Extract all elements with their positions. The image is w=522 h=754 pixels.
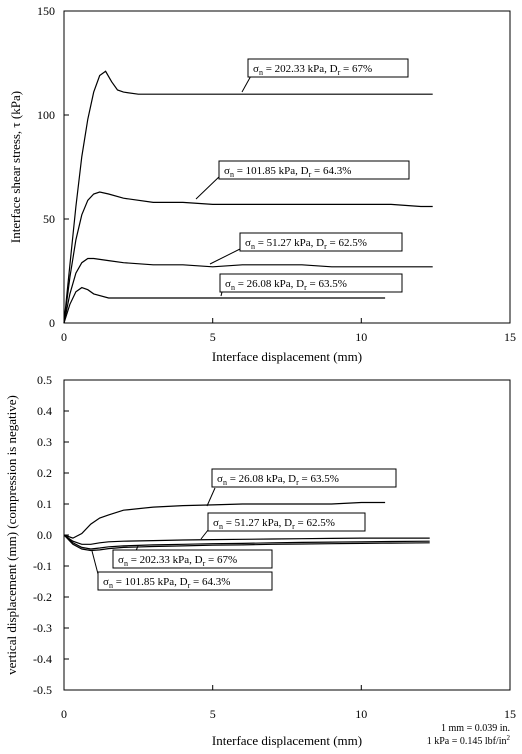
series-annotation-26-08: σn = 26.08 kPa, Dr = 63.5% xyxy=(219,273,403,297)
y-tick-label: 0.4 xyxy=(37,404,52,418)
series-line-sigma-202-33 xyxy=(63,70,433,324)
annotation-label: σn = 202.33 kPa, Dr = 67% xyxy=(118,554,237,568)
series-annotation-101-85: σn = 101.85 kPa, Dr = 64.3% xyxy=(195,160,410,200)
annotation-dr: 62.5% xyxy=(339,237,367,249)
x-ticks: 0 5 10 15 xyxy=(61,685,516,721)
annotation-sigma: 51.27 xyxy=(267,237,292,249)
y-axis-label: Interface shear stress, τ (kPa) xyxy=(8,91,23,243)
annotation-pointer xyxy=(209,246,245,265)
y-axis-label: vertical displacement (mm) (compression … xyxy=(4,395,19,675)
y-ticks: 0.5 0.4 0.3 0.2 0.1 0.0 -0.1 -0.2 -0.3 -… xyxy=(33,373,69,697)
y-tick-label: 0.0 xyxy=(37,528,52,542)
annotation-dr: 63.5% xyxy=(311,473,339,485)
annotation-box xyxy=(247,58,409,78)
annotation-box xyxy=(218,160,410,180)
series-line-sigma-101-85 xyxy=(63,534,430,552)
annotation-sigma: 202.33 xyxy=(275,63,306,75)
annotation-label: σn = 26.08 kPa, Dr = 63.5% xyxy=(217,473,339,487)
series-lines xyxy=(63,70,433,324)
y-tick-label: -0.3 xyxy=(33,621,52,635)
x-ticks: 0 5 10 15 xyxy=(61,318,516,344)
annotation-sigma: 101.85 xyxy=(246,165,277,177)
y-tick-label: 0.3 xyxy=(37,435,52,449)
annotation-box xyxy=(112,549,273,569)
annotation-box xyxy=(219,273,403,293)
x-tick-label: 5 xyxy=(210,330,216,344)
unit-note-kpa-exponent: 2 xyxy=(507,734,511,742)
y-tick-label: 0 xyxy=(49,316,55,330)
annotation-pointer xyxy=(91,550,99,575)
series-line-sigma-26-08 xyxy=(63,501,386,539)
shear-stress-chart: 0 5 10 15 0 50 100 150 Interface displac… xyxy=(8,4,516,364)
unit-note-kpa-text: 1 kPa = 0.145 lbf/in xyxy=(427,736,507,747)
y-tick-label: 150 xyxy=(37,4,55,18)
annotation-sigma: 51.27 xyxy=(235,517,260,529)
plot-frame xyxy=(63,10,511,324)
x-tick-label: 15 xyxy=(504,707,516,721)
annotation-sigma: 202.33 xyxy=(140,554,171,566)
y-tick-label: 0.5 xyxy=(37,373,52,387)
unit-conversion-note: 1 mm = 0.039 in. 1 kPa = 0.145 lbf/in2 xyxy=(427,723,511,747)
unit-note-mm: 1 mm = 0.039 in. xyxy=(441,723,510,734)
annotation-box xyxy=(207,512,366,532)
plot-frame xyxy=(63,379,511,691)
y-tick-label: 100 xyxy=(37,108,55,122)
x-tick-label: 0 xyxy=(61,707,67,721)
series-line-sigma-51-27 xyxy=(63,257,433,324)
annotation-dr: 67% xyxy=(352,63,372,75)
annotation-dr: 64.3% xyxy=(323,165,351,177)
x-tick-label: 0 xyxy=(61,330,67,344)
y-tick-label: -0.5 xyxy=(33,683,52,697)
y-ticks: 0 50 100 150 xyxy=(37,4,69,330)
x-tick-label: 15 xyxy=(504,330,516,344)
series-line-sigma-202-33 xyxy=(63,534,430,550)
series-lines xyxy=(63,501,430,552)
annotation-label: σn = 202.33 kPa, Dr = 67% xyxy=(253,63,372,77)
unit-note-kpa: 1 kPa = 0.145 lbf/in2 xyxy=(427,734,511,747)
y-tick-label: 0.1 xyxy=(37,497,52,511)
series-line-sigma-51-27 xyxy=(63,534,430,545)
annotation-pointer xyxy=(195,173,223,200)
series-annotation-51-27: σn = 51.27 kPa, Dr = 62.5% xyxy=(209,232,403,265)
x-tick-label: 5 xyxy=(210,707,216,721)
series-annotation-202-33: σn = 202.33 kPa, Dr = 67% xyxy=(112,545,273,569)
annotation-label: σn = 101.85 kPa, Dr = 64.3% xyxy=(224,165,351,179)
series-line-sigma-26-08 xyxy=(63,286,386,324)
y-tick-label: 0.2 xyxy=(37,466,52,480)
series-annotation-51-27: σn = 51.27 kPa, Dr = 62.5% xyxy=(200,512,366,540)
x-tick-label: 10 xyxy=(355,707,367,721)
annotation-dr: 63.5% xyxy=(319,278,347,290)
y-tick-label: -0.4 xyxy=(33,652,52,666)
annotation-box xyxy=(239,232,403,252)
annotation-label: σn = 101.85 kPa, Dr = 64.3% xyxy=(103,576,230,590)
series-line-sigma-101-85 xyxy=(63,191,433,324)
y-tick-label: 50 xyxy=(43,212,55,226)
annotation-label: σn = 51.27 kPa, Dr = 62.5% xyxy=(245,237,367,251)
annotation-box xyxy=(211,468,397,488)
x-tick-label: 10 xyxy=(355,330,367,344)
annotation-label: σn = 26.08 kPa, Dr = 63.5% xyxy=(225,278,347,292)
vertical-displacement-chart: 0 5 10 15 0.5 0.4 0.3 0.2 0.1 0.0 -0.1 -… xyxy=(4,373,516,748)
x-axis-label: Interface displacement (mm) xyxy=(212,349,362,364)
annotation-dr: 67% xyxy=(217,554,237,566)
annotation-sigma: 26.08 xyxy=(239,473,264,485)
annotation-label: σn = 51.27 kPa, Dr = 62.5% xyxy=(213,517,335,531)
annotation-dr: 62.5% xyxy=(307,517,335,529)
annotation-pointer xyxy=(206,487,216,507)
annotation-sigma: 101.85 xyxy=(125,576,156,588)
series-annotation-26-08: σn = 26.08 kPa, Dr = 63.5% xyxy=(206,468,397,507)
annotation-sigma: 26.08 xyxy=(247,278,272,290)
y-tick-label: -0.1 xyxy=(33,559,52,573)
annotation-box xyxy=(97,571,273,591)
annotation-dr: 64.3% xyxy=(202,576,230,588)
x-axis-label: Interface displacement (mm) xyxy=(212,733,362,748)
series-annotation-101-85: σn = 101.85 kPa, Dr = 64.3% xyxy=(91,550,273,591)
y-tick-label: -0.2 xyxy=(33,590,52,604)
series-annotation-202-33: σn = 202.33 kPa, Dr = 67% xyxy=(241,58,409,93)
